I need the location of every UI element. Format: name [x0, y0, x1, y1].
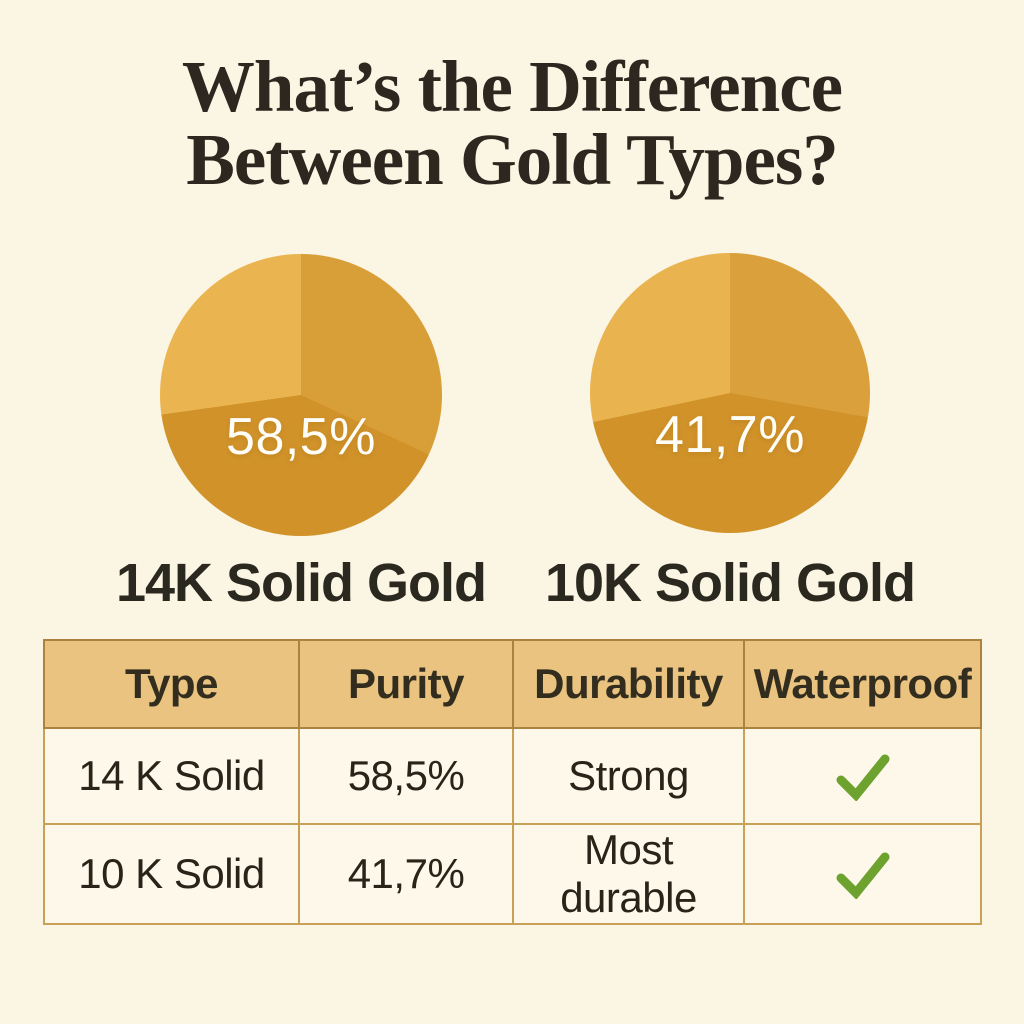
pie-14k-caption: 14K Solid Gold [115, 553, 487, 613]
cell-type: 10 K Solid [43, 823, 300, 925]
checkmark-icon [835, 851, 891, 900]
pie-10k-caption: 10K Solid Gold [544, 553, 916, 613]
cell-waterproof [743, 727, 982, 825]
cell-purity: 41,7% [298, 823, 514, 925]
pie-chart-10k: 41,7% [590, 253, 870, 533]
pie-14k-percent-label: 58,5% [226, 408, 376, 467]
pie-chart-14k: 58,5% [160, 254, 442, 536]
pie-10k-percent-label: 41,7% [655, 406, 805, 464]
cell-waterproof [743, 823, 982, 925]
page-title: What’s the Difference Between Gold Types? [0, 50, 1024, 196]
page-title-line1: What’s the Difference [181, 46, 843, 127]
column-header-durability: Durability [512, 639, 745, 729]
page-title-line2: Between Gold Types? [186, 119, 839, 200]
column-header-purity: Purity [298, 639, 514, 729]
table-header-row: Type Purity Durability Waterproof [43, 639, 982, 729]
cell-durability: Most durable [512, 823, 745, 925]
cell-purity: 58,5% [298, 727, 514, 825]
table-row: 10 K Solid 41,7% Most durable [43, 823, 982, 925]
cell-durability: Strong [512, 727, 745, 825]
cell-type: 14 K Solid [43, 727, 300, 825]
column-header-waterproof: Waterproof [743, 639, 982, 729]
table-row: 14 K Solid 58,5% Strong [43, 727, 982, 825]
comparison-table: Type Purity Durability Waterproof 14 K S… [43, 639, 982, 925]
checkmark-icon [835, 753, 891, 802]
column-header-type: Type [43, 639, 300, 729]
